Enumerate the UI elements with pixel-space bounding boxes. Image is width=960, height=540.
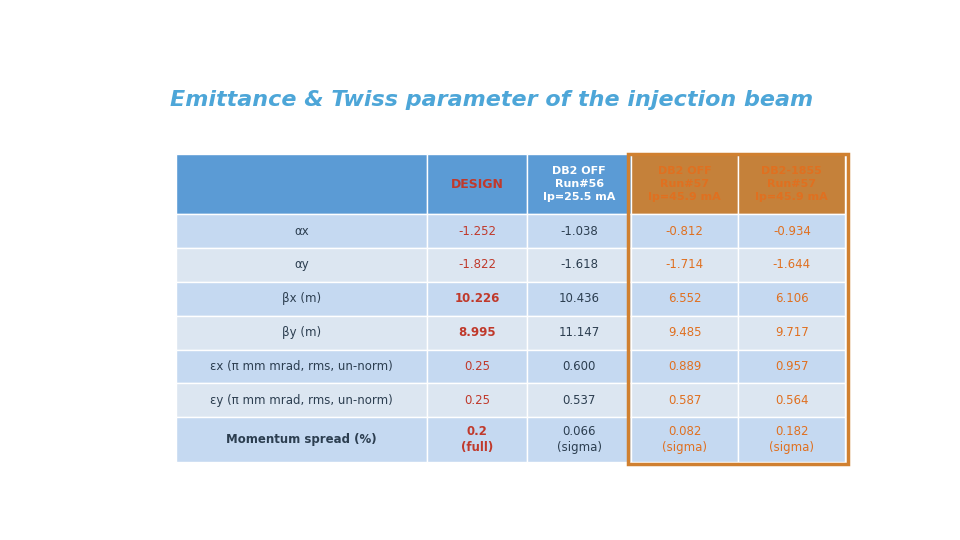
Bar [427, 417, 527, 462]
Text: εy (π mm mrad, rms, un-norm): εy (π mm mrad, rms, un-norm) [210, 394, 393, 407]
Bar [427, 282, 527, 316]
Bar [631, 282, 738, 316]
Text: 0.066
(sigma): 0.066 (sigma) [557, 425, 602, 454]
Text: -1.618: -1.618 [561, 259, 598, 272]
Text: DESIGN: DESIGN [450, 178, 504, 191]
Bar [527, 248, 631, 282]
Bar [427, 154, 527, 214]
Bar [631, 349, 738, 383]
Text: DB2-1855
Run#57
Ip=45.9 mA: DB2-1855 Run#57 Ip=45.9 mA [756, 166, 828, 202]
Text: αy: αy [294, 259, 309, 272]
Bar [527, 417, 631, 462]
Text: 0.564: 0.564 [775, 394, 808, 407]
Text: 0.182
(sigma): 0.182 (sigma) [769, 425, 814, 454]
Text: DB2 OFF
Run#57
Ip=45.9 mA: DB2 OFF Run#57 Ip=45.9 mA [648, 166, 721, 202]
Text: 11.147: 11.147 [559, 326, 600, 339]
Text: 0.25: 0.25 [464, 360, 491, 373]
Bar [527, 383, 631, 417]
Bar [176, 282, 427, 316]
Text: -1.822: -1.822 [458, 259, 496, 272]
Bar [527, 349, 631, 383]
Bar [628, 154, 849, 464]
Bar [631, 417, 738, 462]
Bar [427, 214, 527, 248]
Bar [631, 383, 738, 417]
Text: -1.252: -1.252 [458, 225, 496, 238]
Bar [176, 417, 427, 462]
Text: 6.552: 6.552 [668, 292, 702, 305]
Bar [176, 316, 427, 349]
Bar [176, 248, 427, 282]
Text: 0.2
(full): 0.2 (full) [461, 425, 493, 454]
Text: -1.038: -1.038 [561, 225, 598, 238]
Text: Momentum spread (%): Momentum spread (%) [226, 433, 376, 446]
Bar [738, 248, 846, 282]
Bar [738, 282, 846, 316]
Bar [176, 383, 427, 417]
Bar [631, 154, 738, 214]
Text: βy (m): βy (m) [282, 326, 321, 339]
Bar [738, 316, 846, 349]
Bar [738, 383, 846, 417]
Text: -0.934: -0.934 [773, 225, 811, 238]
Text: -0.812: -0.812 [665, 225, 704, 238]
Bar [631, 214, 738, 248]
Bar [427, 349, 527, 383]
Text: εx (π mm mrad, rms, un-norm): εx (π mm mrad, rms, un-norm) [210, 360, 393, 373]
Text: 0.082
(sigma): 0.082 (sigma) [662, 425, 708, 454]
Bar [738, 154, 846, 214]
Bar [527, 316, 631, 349]
Bar [427, 383, 527, 417]
Text: Emittance & Twiss parameter of the injection beam: Emittance & Twiss parameter of the injec… [171, 90, 813, 110]
Text: 9.485: 9.485 [668, 326, 702, 339]
Text: 10.226: 10.226 [454, 292, 500, 305]
Bar [738, 349, 846, 383]
Text: -1.714: -1.714 [665, 259, 704, 272]
Text: 0.25: 0.25 [464, 394, 491, 407]
Text: 0.600: 0.600 [563, 360, 596, 373]
Text: DB2 OFF
Run#56
Ip=25.5 mA: DB2 OFF Run#56 Ip=25.5 mA [543, 166, 615, 202]
Text: 8.995: 8.995 [458, 326, 496, 339]
Bar [527, 282, 631, 316]
Text: αx: αx [294, 225, 309, 238]
Text: 0.537: 0.537 [563, 394, 596, 407]
Bar [176, 349, 427, 383]
Bar [527, 214, 631, 248]
Text: 0.957: 0.957 [775, 360, 808, 373]
Text: 0.889: 0.889 [668, 360, 702, 373]
Text: 9.717: 9.717 [775, 326, 808, 339]
Bar [176, 214, 427, 248]
Text: -1.644: -1.644 [773, 259, 811, 272]
Bar [427, 316, 527, 349]
Text: βx (m): βx (m) [282, 292, 321, 305]
Bar [176, 154, 427, 214]
Bar [527, 154, 631, 214]
Bar [631, 316, 738, 349]
Text: 10.436: 10.436 [559, 292, 600, 305]
Text: 0.587: 0.587 [668, 394, 702, 407]
Text: 6.106: 6.106 [775, 292, 808, 305]
Bar [427, 248, 527, 282]
Bar [738, 417, 846, 462]
Bar [631, 248, 738, 282]
Bar [738, 214, 846, 248]
